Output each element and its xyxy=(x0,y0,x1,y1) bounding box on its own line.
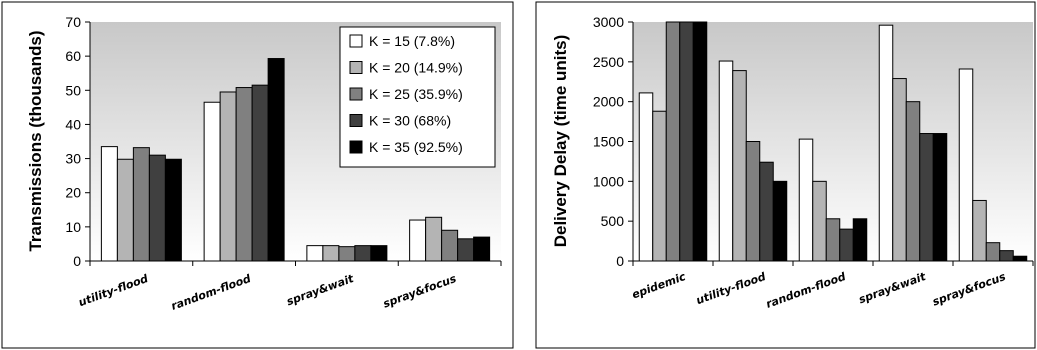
bar xyxy=(164,158,182,262)
bar xyxy=(932,133,948,262)
y-tick-label: 500 xyxy=(601,213,625,229)
bars xyxy=(100,58,491,262)
bar xyxy=(306,245,324,262)
legend-swatch xyxy=(349,114,363,127)
legend-label: K = 15 (7.8%) xyxy=(369,33,455,49)
legend-label: K = 35 (92.5%) xyxy=(369,139,463,155)
bar xyxy=(732,70,747,262)
bar xyxy=(839,228,854,262)
y-tick-label: 50 xyxy=(65,82,81,98)
bar xyxy=(652,110,667,262)
bar xyxy=(905,101,921,262)
bar xyxy=(219,91,237,262)
y-tick-label: 40 xyxy=(65,116,81,132)
bar xyxy=(852,218,868,262)
legend-box xyxy=(339,26,496,168)
bar xyxy=(100,146,118,262)
bar xyxy=(354,245,372,262)
y-tick-labels: 0 10 20 30 40 50 60 70 xyxy=(65,14,81,269)
legend-label: K = 30 (68%) xyxy=(369,113,451,129)
bar xyxy=(745,141,761,262)
bar xyxy=(235,87,253,262)
legend-swatch xyxy=(349,61,363,74)
y-tick-label: 30 xyxy=(65,151,81,167)
bar xyxy=(985,242,1001,262)
y-tick-label: 3000 xyxy=(593,14,624,30)
bar xyxy=(798,138,814,262)
delivery-delay-chart: Delivery Delay (time units) 0 500 1000 1500… xyxy=(535,1,1036,349)
bar xyxy=(972,199,987,262)
y-tick-label: 2000 xyxy=(593,94,624,110)
bar xyxy=(441,229,459,262)
y-tick-label: 0 xyxy=(73,253,81,269)
legend: K = 15 (7.8%) K = 20 (14.9%) K = 25 (35.9%… xyxy=(339,26,496,168)
legend-label: K = 20 (14.9%) xyxy=(369,60,463,76)
bar xyxy=(322,245,340,262)
bar xyxy=(772,180,788,262)
transmissions-chart: Transmissions (thousands) 0 10 20 30 40 50 60 7… xyxy=(1,1,514,349)
bar xyxy=(267,58,285,262)
bar xyxy=(958,68,974,262)
bar xyxy=(203,101,221,262)
y-tick-label: 70 xyxy=(65,14,81,30)
bar xyxy=(999,250,1014,262)
bar xyxy=(825,218,841,262)
bar xyxy=(116,158,134,262)
axes xyxy=(85,21,502,266)
bar xyxy=(878,24,894,262)
y-tick-label: 1000 xyxy=(593,173,624,189)
y-tick-label: 2500 xyxy=(593,54,624,70)
y-tick-label: 60 xyxy=(65,48,81,64)
bar xyxy=(919,133,934,262)
bar xyxy=(665,21,681,262)
bar xyxy=(425,216,443,262)
y-axis-label: Transmissions (thousands) xyxy=(26,30,45,251)
bar xyxy=(692,21,708,262)
y-tick-label: 20 xyxy=(65,185,81,201)
y-tick-labels: 0 500 1000 1500 2000 2500 3000 xyxy=(593,14,624,269)
y-tick-label: 0 xyxy=(616,253,624,269)
legend-entries: K = 15 (7.8%) K = 20 (14.9%) K = 25 (35.9%… xyxy=(349,33,463,155)
bar xyxy=(457,238,475,262)
legend-swatch xyxy=(349,87,363,101)
legend-label: K = 25 (35.9%) xyxy=(369,86,463,102)
bars xyxy=(638,21,1028,262)
bar xyxy=(1012,255,1028,262)
bar xyxy=(132,147,150,262)
bar xyxy=(338,246,356,262)
bar xyxy=(718,60,734,262)
bar xyxy=(473,236,491,262)
bar xyxy=(759,161,774,262)
bar xyxy=(892,78,907,262)
legend-swatch xyxy=(349,34,363,48)
bar xyxy=(638,92,654,262)
axes xyxy=(628,21,1034,266)
legend-swatch xyxy=(349,140,363,154)
bar xyxy=(370,245,388,262)
bar xyxy=(679,21,694,262)
y-axis-label: Delivery Delay (time units) xyxy=(551,35,570,248)
bar xyxy=(812,180,827,262)
bar xyxy=(148,154,166,262)
bar xyxy=(409,219,427,262)
bar xyxy=(251,84,269,262)
y-tick-label: 1500 xyxy=(593,134,624,150)
y-tick-label: 10 xyxy=(65,219,81,235)
